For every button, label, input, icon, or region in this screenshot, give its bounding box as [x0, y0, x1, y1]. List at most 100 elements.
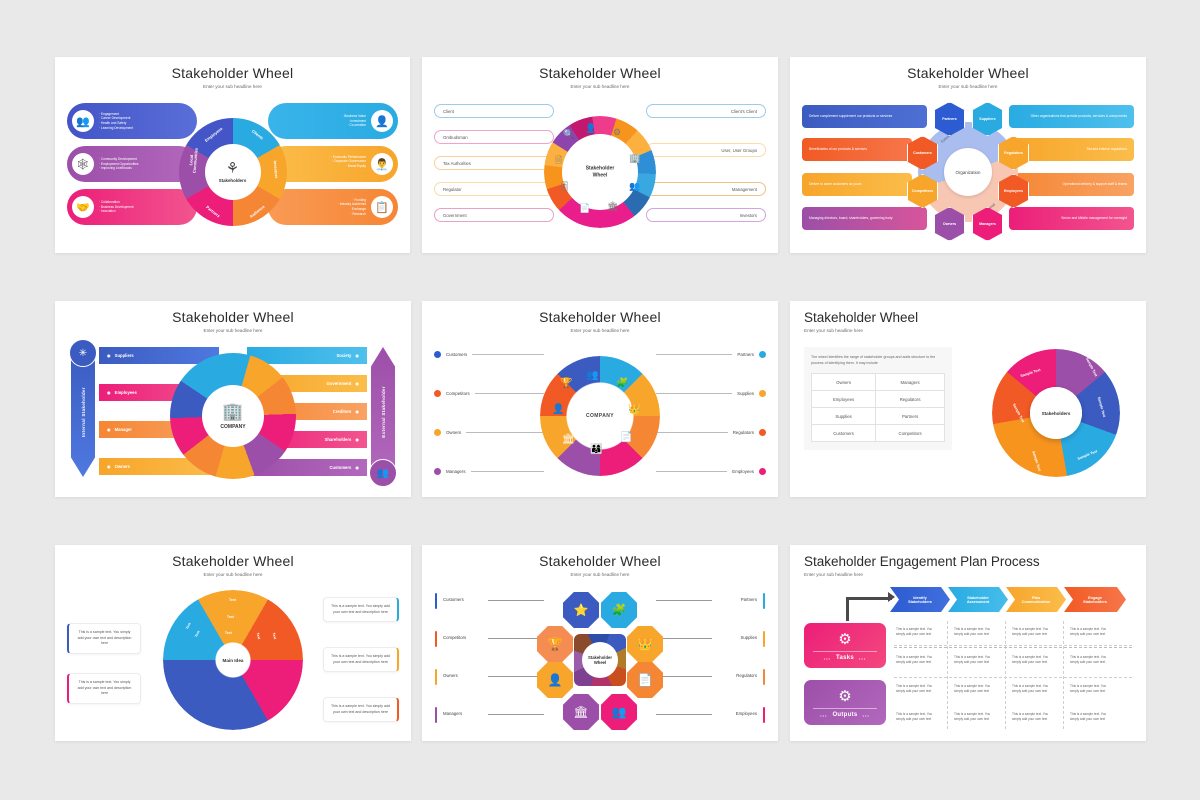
hex-owners[interactable]: Owners: [934, 207, 965, 241]
outline-government[interactable]: Government: [434, 208, 554, 222]
legend-supplies[interactable]: Supplies: [656, 390, 766, 397]
legend-managers[interactable]: Managers: [434, 468, 544, 475]
hex-employees[interactable]: Employees: [998, 174, 1029, 208]
pill-left-2[interactable]: 🕸 Community DevelopmentEmployment Opport…: [67, 146, 197, 182]
bar-suppliers[interactable]: ◉ Suppliers: [99, 347, 219, 364]
legend-dot: [434, 468, 441, 475]
card-left-2[interactable]: This is a sample text. You simply add yo…: [67, 673, 141, 704]
label-regulators[interactable]: Regulators: [736, 673, 757, 678]
network-icon: 🕸: [72, 153, 94, 175]
pill-right-3[interactable]: FundingIndustry Academia ExchangeResearc…: [268, 189, 398, 225]
legend-regulators[interactable]: Regulators: [656, 429, 766, 436]
hex-competitors[interactable]: Competitors: [907, 174, 938, 208]
outline-clients-client[interactable]: Client's Client: [646, 104, 766, 118]
card-right-1[interactable]: This is a sample text. You simply add yo…: [323, 597, 399, 623]
company-wheel[interactable]: 🏢 COMPANY: [170, 353, 296, 479]
oct-regulators[interactable]: 📄: [627, 662, 663, 698]
slide-1[interactable]: Stakeholder Wheel Enter your sub headlin…: [55, 57, 410, 253]
pill-right-2-bullets: Economic PerformanceCorporate Governance…: [326, 155, 371, 174]
outline-user-groups[interactable]: User, User Groups: [646, 143, 766, 157]
stakeholder-donut[interactable]: Stakeholder Wheel 👤 ⚙ 🏢 👥 🏛 📄 🎚 🗎 🔍: [541, 113, 659, 231]
radio-icon: ◉: [355, 353, 359, 358]
step-identify-stakeholders[interactable]: Identify Stakeholders: [890, 587, 950, 612]
legend-employees[interactable]: Employees: [656, 468, 766, 475]
person-icon: 👤: [547, 673, 563, 687]
label-customers[interactable]: Customers: [443, 597, 464, 602]
slide-4[interactable]: Stakeholder Wheel Enter your sub headlin…: [55, 301, 411, 497]
outline-management[interactable]: Management: [646, 182, 766, 196]
slide-8[interactable]: Stakeholder Wheel Enter your sub headlin…: [422, 545, 778, 741]
label-managers[interactable]: Managers: [443, 711, 463, 716]
pill-right-1[interactable]: Business ValueInvestment Co-creation 👤: [268, 103, 398, 139]
divider: [813, 651, 877, 652]
hex-customers[interactable]: Customers: [907, 136, 938, 170]
wheel-hub: ⚘ Stakeholders: [206, 146, 259, 198]
bar-right-4[interactable]: Senior and Middle management for oversig…: [1009, 207, 1134, 230]
tasks-card[interactable]: ⚙ ••• Tasks •••: [804, 623, 886, 668]
legend-competitors[interactable]: Competitors: [434, 390, 544, 397]
connector-line: [656, 676, 712, 677]
card-right-3[interactable]: This is a sample text. You simply add yo…: [323, 697, 399, 723]
bar-owners[interactable]: ◉ Owners: [99, 458, 219, 475]
label-supplies[interactable]: Supplies: [740, 635, 757, 640]
oct-employees[interactable]: 👥: [601, 694, 637, 730]
company-donut[interactable]: COMPANY 👥 🧩 👑 📄 👨‍👩‍👦 🏛 👤 🏆: [540, 356, 660, 476]
bar-right-2[interactable]: Set and enforce regulations: [1009, 138, 1134, 161]
outline-ombudsman[interactable]: Ombudsman: [434, 130, 554, 144]
step-engage-stakeholders[interactable]: Engage Stakeholders: [1064, 587, 1126, 612]
label-competitors[interactable]: Competitors: [443, 635, 467, 640]
label-employees[interactable]: Employees: [735, 711, 757, 716]
legend-customers[interactable]: Customers: [434, 351, 544, 358]
hexagon-wheel[interactable]: Organization External Internal Partners …: [902, 102, 1034, 242]
cell-text: This is a sample text. You simply add yo…: [1070, 712, 1107, 721]
bar-society[interactable]: Society ◉: [247, 347, 367, 364]
bar-right-3[interactable]: Operational delivery & support staff & t…: [1009, 173, 1134, 196]
slide-6[interactable]: Stakeholder Wheel Enter your sub headlin…: [790, 301, 1146, 497]
swirl-wheel[interactable]: Stakeholders Sample Text Sample Text Sam…: [992, 349, 1120, 477]
step-stakeholder-assessment[interactable]: Stakeholder Assessment: [948, 587, 1008, 612]
slide-2[interactable]: Stakeholder Wheel Enter your sub headlin…: [422, 57, 778, 253]
slide-3[interactable]: Stakeholder Wheel Enter your sub headlin…: [790, 57, 1146, 253]
label-partners[interactable]: Partners: [740, 597, 757, 602]
bar-left-2[interactable]: Beneficiaries of our products & services: [802, 138, 912, 161]
tick-owners: [435, 669, 438, 685]
slide-5[interactable]: Stakeholder Wheel Enter your sub headlin…: [422, 301, 778, 497]
step-plan-communication[interactable]: Plan Communication: [1006, 587, 1066, 612]
slide-7[interactable]: Stakeholder Wheel Enter your sub headlin…: [55, 545, 411, 741]
stakeholder-wheel[interactable]: Employees Clients Investors Audience Par…: [173, 112, 293, 232]
slide-9[interactable]: Stakeholder Engagement Plan Process Ente…: [790, 545, 1146, 741]
outline-client[interactable]: Client: [434, 104, 554, 118]
outputs-card[interactable]: ⚙ ••• Outputs •••: [804, 680, 886, 725]
pill-left-1[interactable]: 👥 EngagementCareer Development Health an…: [67, 103, 197, 139]
pill-left-3[interactable]: 🤝 CollaborationBusiness Development Inno…: [67, 189, 197, 225]
bar-customers[interactable]: Customers ◉: [247, 459, 367, 476]
sunburst-wheel[interactable]: Main Idea Text Text Text Text Text Text …: [163, 590, 303, 730]
legend-owners[interactable]: Owners: [434, 429, 544, 436]
outline-tax-authorities[interactable]: Tax Authorities: [434, 156, 554, 170]
hex-suppliers[interactable]: Suppliers: [972, 102, 1003, 136]
hex-regulators[interactable]: Regulators: [998, 136, 1029, 170]
oct-managers[interactable]: 🏛: [563, 694, 599, 730]
oct-partners[interactable]: 🧩: [601, 592, 637, 628]
label-owners[interactable]: Owners: [443, 673, 458, 678]
bar-left-4[interactable]: Managing directors, board, shareholders,…: [802, 207, 927, 230]
oct-customers[interactable]: ⭐: [563, 592, 599, 628]
oct-owners[interactable]: 👤: [537, 662, 573, 698]
oct-supplies[interactable]: 👑: [627, 626, 663, 662]
card-right-2[interactable]: This is a sample text. You simply add yo…: [323, 647, 399, 673]
hex-managers[interactable]: Managers: [972, 207, 1003, 241]
hex-partners[interactable]: Partners: [934, 102, 965, 136]
pill-right-2[interactable]: Economic PerformanceCorporate Governance…: [268, 146, 398, 182]
oct-competitors[interactable]: 🏆: [537, 626, 573, 662]
org-center: Organization: [944, 148, 992, 196]
card-left-1[interactable]: This is a sample text. You simply add yo…: [67, 623, 141, 654]
octagon-wheel[interactable]: ⭐ 🧩 👑 📄 👥 🏛 👤 🏆 Stakeholder Wheel: [535, 590, 665, 730]
donut-center: [562, 134, 638, 210]
bar-left-1[interactable]: Deliver complement supplement our produc…: [802, 105, 927, 128]
stakeholder-table: Owners Managers Employees Regulators Suppl…: [810, 373, 945, 443]
bar-left-3[interactable]: Deliver to same customers as yours: [802, 173, 912, 196]
legend-partners[interactable]: Partners: [656, 351, 766, 358]
outline-investors[interactable]: Investors: [646, 208, 766, 222]
bar-right-1[interactable]: Other organizations that provide product…: [1009, 105, 1134, 128]
outline-regulator[interactable]: Regulator: [434, 182, 554, 196]
